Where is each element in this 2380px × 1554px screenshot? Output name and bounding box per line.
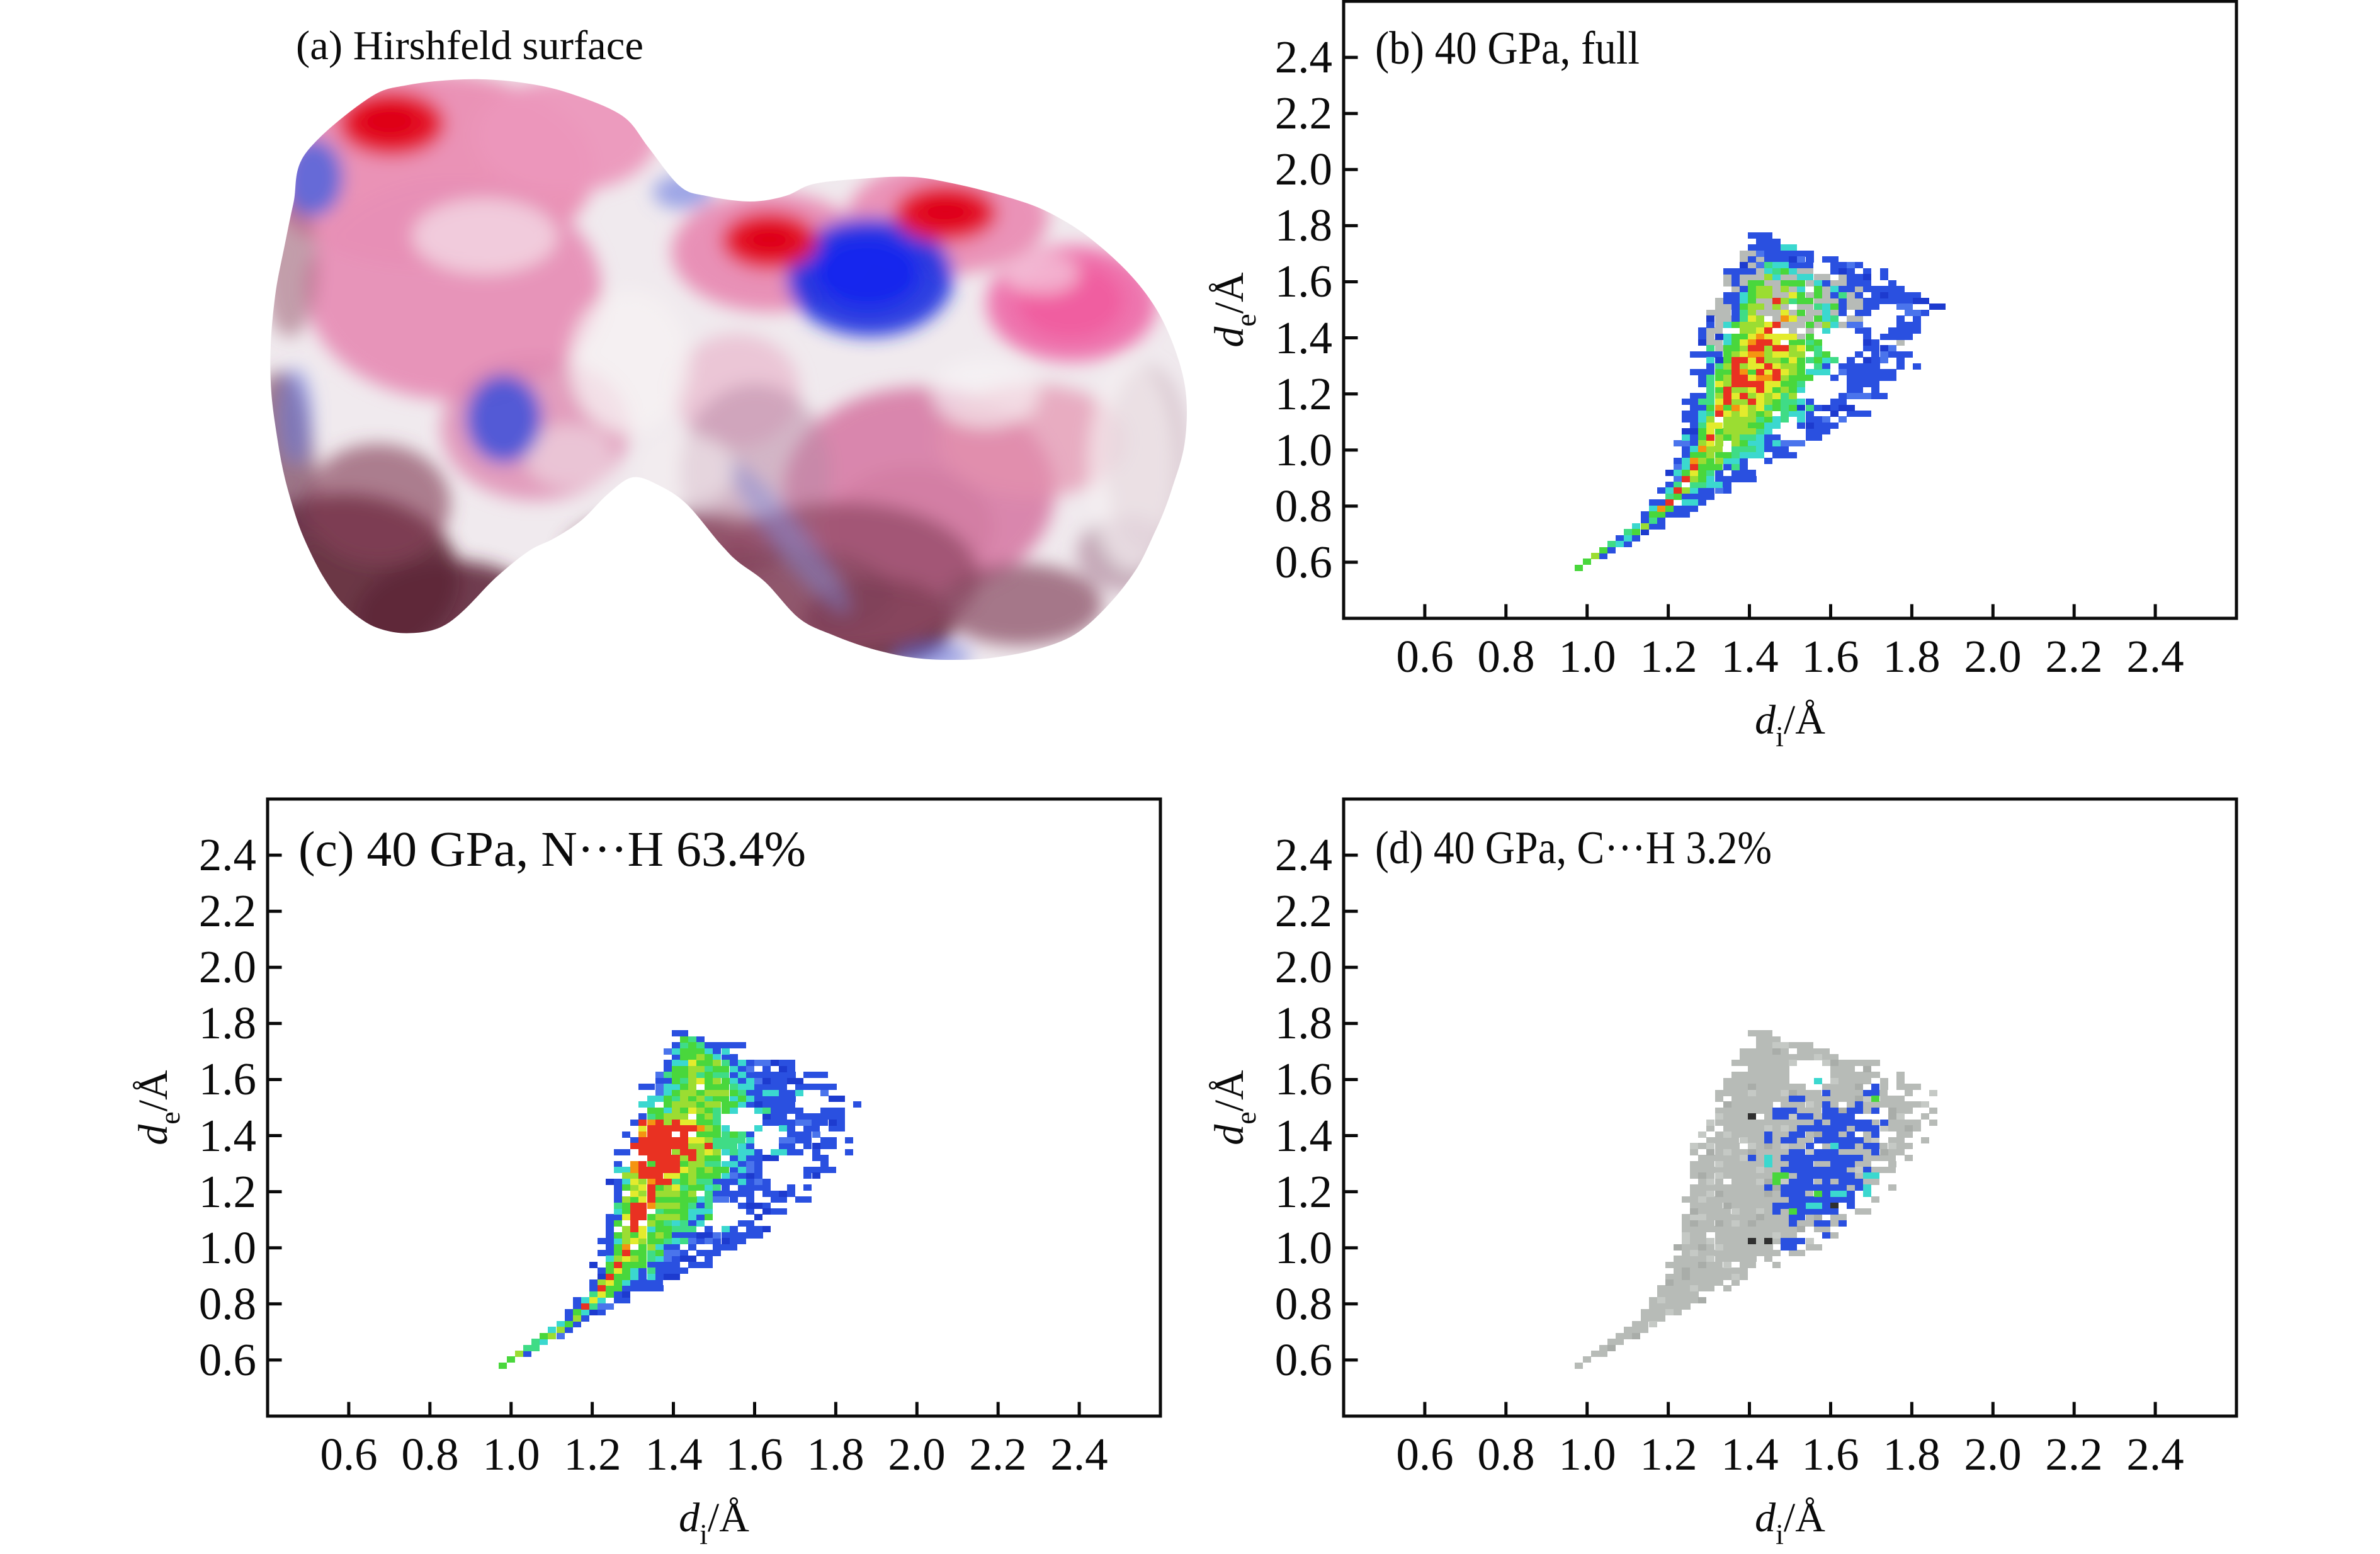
svg-text:2.0: 2.0 bbox=[1964, 631, 2021, 682]
svg-text:0.8: 0.8 bbox=[1275, 480, 1332, 531]
svg-text:(c) 40 GPa, N···H 63.4%: (c) 40 GPa, N···H 63.4% bbox=[298, 822, 806, 877]
svg-text:1.6: 1.6 bbox=[1275, 256, 1332, 307]
svg-text:0.6: 0.6 bbox=[1275, 536, 1332, 587]
svg-text:(b) 40 GPa, full: (b) 40 GPa, full bbox=[1375, 23, 1640, 74]
svg-text:de/Å: de/Å bbox=[1206, 272, 1262, 348]
svg-text:2.4: 2.4 bbox=[199, 829, 256, 880]
svg-text:2.0: 2.0 bbox=[199, 941, 256, 992]
svg-text:2.2: 2.2 bbox=[969, 1429, 1026, 1480]
svg-text:2.2: 2.2 bbox=[1275, 885, 1332, 936]
svg-text:1.2: 1.2 bbox=[199, 1166, 256, 1217]
svg-text:di/Å: di/Å bbox=[1755, 1495, 1825, 1550]
svg-text:0.8: 0.8 bbox=[1477, 1429, 1534, 1480]
svg-text:1.6: 1.6 bbox=[1275, 1053, 1332, 1104]
svg-text:1.0: 1.0 bbox=[482, 1429, 540, 1480]
svg-text:1.6: 1.6 bbox=[1801, 631, 1859, 682]
svg-text:(a) Hirshfeld surface: (a) Hirshfeld surface bbox=[296, 23, 643, 69]
svg-text:di/Å: di/Å bbox=[679, 1495, 749, 1550]
svg-text:2.4: 2.4 bbox=[1275, 829, 1332, 880]
svg-text:0.8: 0.8 bbox=[1275, 1278, 1332, 1329]
svg-text:de/Å: de/Å bbox=[130, 1070, 186, 1145]
svg-text:2.2: 2.2 bbox=[199, 885, 256, 936]
svg-text:2.4: 2.4 bbox=[1275, 31, 1332, 82]
svg-text:2.0: 2.0 bbox=[1275, 144, 1332, 195]
svg-text:0.6: 0.6 bbox=[1275, 1334, 1332, 1385]
svg-text:1.4: 1.4 bbox=[1275, 1110, 1332, 1161]
svg-text:1.8: 1.8 bbox=[807, 1429, 864, 1480]
svg-text:0.8: 0.8 bbox=[401, 1429, 458, 1480]
svg-text:1.0: 1.0 bbox=[1275, 424, 1332, 475]
svg-text:0.6: 0.6 bbox=[1396, 631, 1453, 682]
svg-text:1.2: 1.2 bbox=[1275, 368, 1332, 419]
svg-text:2.0: 2.0 bbox=[1964, 1429, 2021, 1480]
svg-text:1.4: 1.4 bbox=[1275, 312, 1332, 363]
svg-text:de/Å: de/Å bbox=[1206, 1070, 1262, 1145]
svg-text:1.4: 1.4 bbox=[199, 1110, 256, 1161]
svg-text:1.6: 1.6 bbox=[725, 1429, 783, 1480]
svg-text:(d) 40 GPa, C···H 3.2%: (d) 40 GPa, C···H 3.2% bbox=[1375, 822, 1772, 874]
svg-text:1.2: 1.2 bbox=[1275, 1166, 1332, 1217]
svg-text:1.8: 1.8 bbox=[1883, 1429, 1940, 1480]
svg-text:2.2: 2.2 bbox=[2045, 1429, 2102, 1480]
svg-text:2.2: 2.2 bbox=[2045, 631, 2102, 682]
svg-text:di/Å: di/Å bbox=[1755, 697, 1825, 752]
svg-text:1.8: 1.8 bbox=[1275, 997, 1332, 1048]
svg-text:0.8: 0.8 bbox=[199, 1278, 256, 1329]
svg-text:2.0: 2.0 bbox=[1275, 941, 1332, 992]
svg-text:1.6: 1.6 bbox=[1801, 1429, 1859, 1480]
svg-text:1.4: 1.4 bbox=[645, 1429, 702, 1480]
svg-text:0.6: 0.6 bbox=[320, 1429, 377, 1480]
svg-text:1.0: 1.0 bbox=[1275, 1222, 1332, 1273]
svg-text:1.4: 1.4 bbox=[1721, 1429, 1778, 1480]
svg-text:1.2: 1.2 bbox=[1640, 631, 1697, 682]
svg-text:1.0: 1.0 bbox=[199, 1222, 256, 1273]
svg-text:0.6: 0.6 bbox=[199, 1334, 256, 1385]
svg-text:1.6: 1.6 bbox=[199, 1053, 256, 1104]
svg-text:1.8: 1.8 bbox=[199, 997, 256, 1048]
svg-text:1.2: 1.2 bbox=[564, 1429, 621, 1480]
svg-text:0.8: 0.8 bbox=[1477, 631, 1534, 682]
svg-text:1.8: 1.8 bbox=[1275, 200, 1332, 251]
svg-text:1.8: 1.8 bbox=[1883, 631, 1940, 682]
svg-text:0.6: 0.6 bbox=[1396, 1429, 1453, 1480]
svg-text:1.0: 1.0 bbox=[1558, 1429, 1616, 1480]
svg-text:1.4: 1.4 bbox=[1721, 631, 1778, 682]
svg-text:2.4: 2.4 bbox=[2126, 1429, 2184, 1480]
svg-text:1.2: 1.2 bbox=[1640, 1429, 1697, 1480]
svg-text:2.4: 2.4 bbox=[2126, 631, 2184, 682]
svg-text:2.0: 2.0 bbox=[888, 1429, 945, 1480]
svg-text:2.2: 2.2 bbox=[1275, 88, 1332, 139]
svg-text:1.0: 1.0 bbox=[1558, 631, 1616, 682]
svg-text:2.4: 2.4 bbox=[1050, 1429, 1108, 1480]
